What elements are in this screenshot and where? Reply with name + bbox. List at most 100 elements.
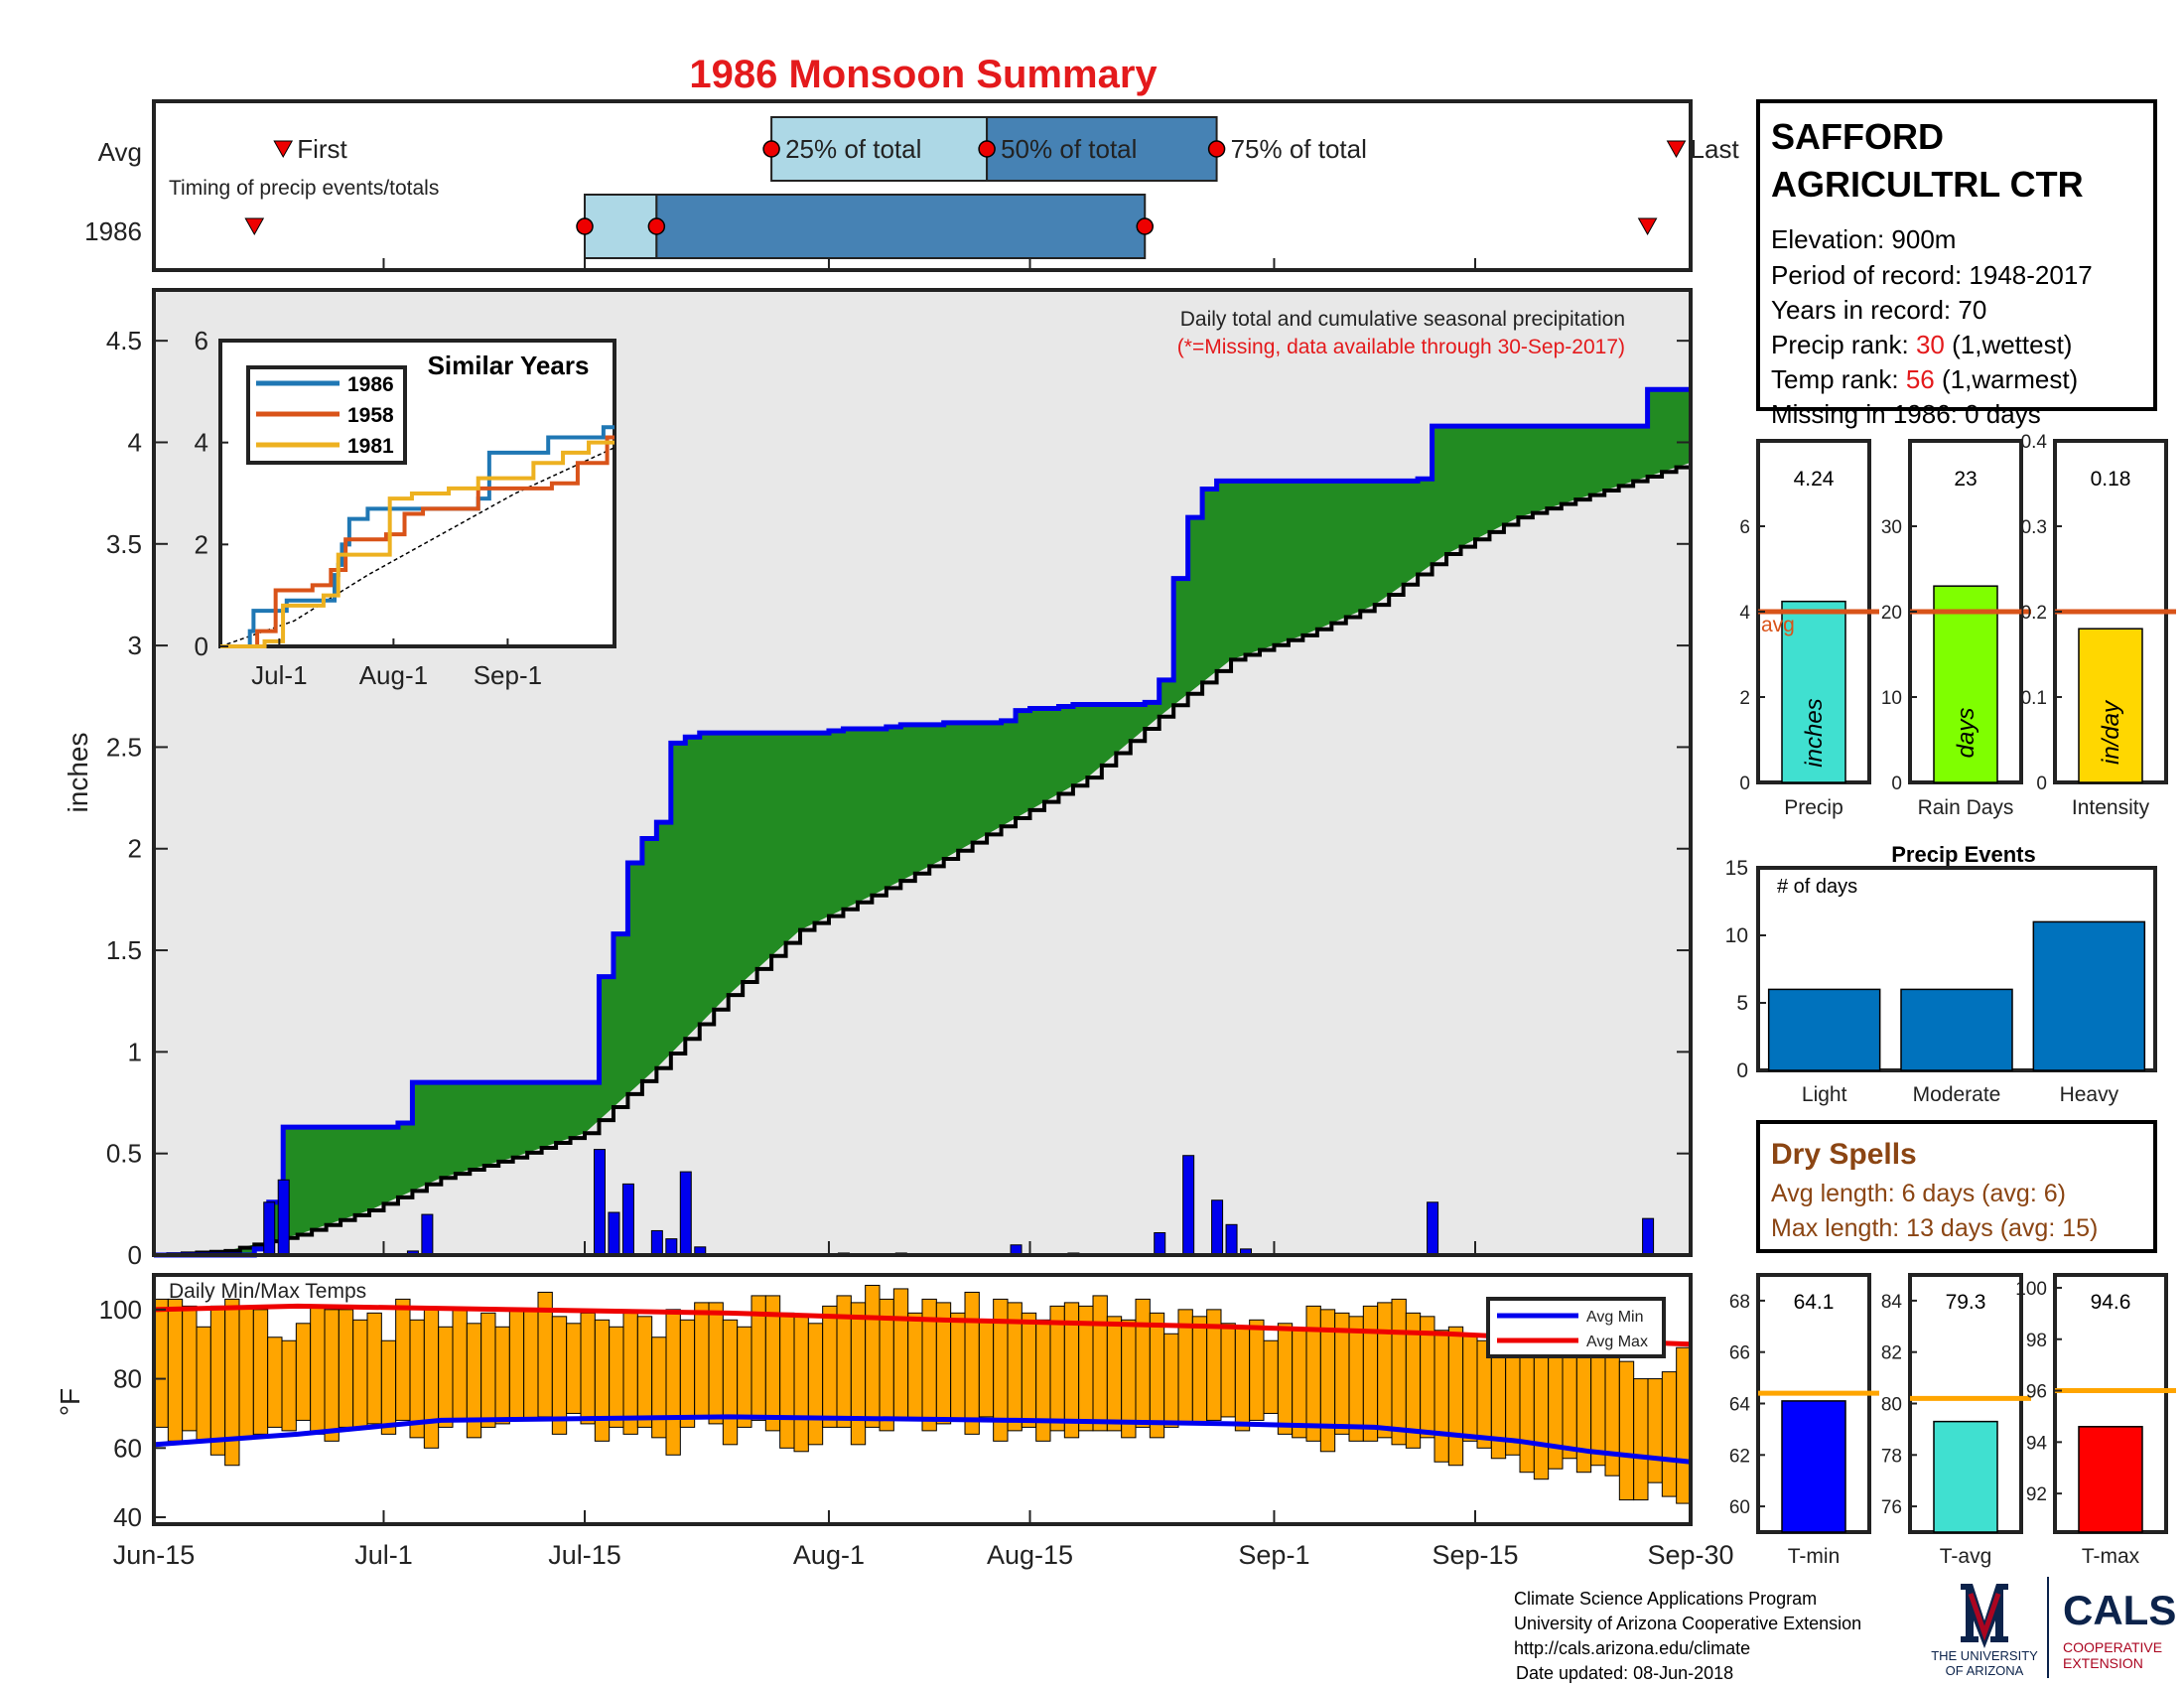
temp-frame-outline (152, 1273, 1693, 1526)
tstat-value-label-1: 79.3 (1946, 1291, 1986, 1314)
similar-xtick-label-0: Jul-1 (251, 660, 307, 690)
tstat-ytick-label-2-4: 100 (2015, 1279, 2047, 1300)
precip-panel: Daily total and cumulative seasonal prec… (63, 288, 1693, 1270)
stat-ytick-label-1-1: 10 (1881, 688, 1902, 709)
stat-value-label-2: 0.18 (2091, 468, 2131, 491)
station-info-frame (1756, 99, 2157, 411)
temp-ytick-label-1: 60 (113, 1433, 142, 1463)
temp-range-bar-78 (1263, 1339, 1279, 1414)
tstat-ytick-label-0-3: 66 (1729, 1343, 1750, 1364)
cals-logo-text: CALS (2063, 1587, 2176, 1633)
stat-value-label-1: 23 (1954, 468, 1977, 491)
event-bar-0 (1767, 988, 1881, 1071)
precip-daily-bar-17 (1211, 1199, 1224, 1256)
timing-p75-label: 75% of total (1231, 134, 1367, 164)
temp-range-bar-45 (793, 1316, 809, 1453)
temp-range-bar-4 (209, 1305, 226, 1456)
timing-p25-label: 25% of total (785, 134, 921, 164)
precip-y-axis-label: inches (63, 733, 93, 813)
tstat-ytick-label-2-3: 98 (2026, 1331, 2047, 1351)
temp-range-bar-36 (665, 1309, 681, 1456)
temp-range-bar-35 (651, 1336, 667, 1439)
timing-marks: First Last 25% of total 50% of total 75% of … (244, 116, 1740, 259)
similar-ytick-label-3: 6 (195, 326, 208, 355)
station-temp-rank: Temp rank: 56 (1,warmest) (1771, 364, 2078, 394)
precip-daily-bar-15 (1154, 1231, 1166, 1256)
temp-range-bar-56 (950, 1312, 966, 1421)
xtick-label-3: Aug-1 (793, 1540, 865, 1570)
station-period: Period of record: 1948-2017 (1771, 260, 2093, 290)
stat-bar-1 (1933, 585, 1998, 783)
timing-avg-last-triangle (1666, 140, 1687, 159)
legend-avg-min-label: Avg Min (1586, 1309, 1644, 1326)
similar-ytick-label-2: 4 (195, 428, 208, 458)
stat-ytick-label-0-0: 0 (1739, 774, 1750, 794)
xtick-label-1: Jul-1 (354, 1540, 413, 1570)
temp-range-bar-8 (267, 1336, 283, 1428)
station-name-line2: AGRICULTRL CTR (1771, 164, 2084, 205)
temp-range-bar-57 (964, 1291, 980, 1435)
precip-surplus-area (154, 389, 1691, 1255)
similar-years-content: 0 2 4 6 Jul-1 Aug-1 Sep-1 (195, 326, 615, 690)
tstat-ytick-label-1-3: 82 (1881, 1343, 1902, 1364)
temp-y-axis-label: °F (55, 1388, 85, 1416)
temp-range-bar-105 (1647, 1378, 1663, 1483)
precip-ytick-label-1: 0.5 (106, 1139, 142, 1169)
temp-range-bar-7 (252, 1309, 269, 1435)
stat-category-2: Intensity (2072, 796, 2150, 819)
precip-ytick-label-5: 2.5 (106, 732, 142, 762)
temp-range-bar-90 (1433, 1330, 1449, 1463)
similar-ytick-label-0: 0 (195, 632, 208, 661)
temp-range-bar-6 (238, 1305, 254, 1439)
similar-series-line-1981 (220, 440, 614, 648)
dry-spells-box: Dry Spells Avg length: 6 days (avg: 6) M… (1756, 1120, 2157, 1253)
precip-daily-bar-0 (263, 1201, 276, 1256)
tstat-ytick-label-0-4: 68 (1729, 1292, 1750, 1313)
temp-range-bar-40 (722, 1319, 739, 1446)
precip-daily-bar-3 (421, 1213, 434, 1256)
tstat-category-2: T-max (2082, 1545, 2140, 1568)
timing-year_1986-q1-box (584, 194, 658, 259)
footer-line4: Date updated: 08-Jun-2018 (1516, 1663, 1733, 1683)
temp-range-bar-12 (324, 1309, 340, 1442)
xtick-label-2: Jul-15 (548, 1540, 621, 1570)
stat-category-1: Rain Days (1918, 796, 2014, 819)
event-ytick-label-1: 5 (1736, 992, 1748, 1015)
temp-y-ticks: 40 60 80 100 (99, 1295, 166, 1532)
temp-range-bar-87 (1391, 1298, 1407, 1446)
temp-range-bar-2 (182, 1305, 198, 1432)
temp-range-bar-31 (594, 1319, 611, 1442)
tstat-ytick-label-0-1: 62 (1729, 1446, 1750, 1467)
xtick-label-4: Aug-15 (987, 1540, 1073, 1570)
temp-range-bar-24 (494, 1326, 510, 1425)
precip-events-content: Light Moderate Heavy 0 5 10 15 (1725, 857, 2146, 1106)
timing-first-label: First (297, 134, 347, 164)
xtick-label-7: Sep-30 (1647, 1540, 1733, 1570)
precip-daily-bar-6 (621, 1183, 634, 1256)
event-category-0: Light (1802, 1083, 1847, 1106)
precip-stats-panels: 4.24 Precip inches 0 2 4 6 23 Rain Days days 0 10 20… (1739, 432, 2176, 819)
stat-ytick-label-2-2: 0.2 (2021, 603, 2047, 624)
timing-row-year-label: 1986 (84, 216, 142, 246)
timing-year_1986-first-triangle (244, 217, 265, 236)
timing-last-label: Last (1691, 134, 1740, 164)
tstat-ytick-label-1-1: 78 (1881, 1446, 1902, 1467)
timing-avg-first-triangle (273, 140, 294, 159)
cals-logo-sub2: EXTENSION (2063, 1655, 2143, 1671)
similar-ytick-label-1: 2 (195, 529, 208, 559)
tstat-ytick-label-2-1: 94 (2026, 1433, 2048, 1454)
timing-year_1986-marker-1 (647, 217, 666, 235)
stat-ytick-label-1-2: 20 (1881, 603, 1902, 624)
station-precip-rank: Precip rank: 30 (1,wettest) (1771, 330, 2072, 359)
stat-ytick-label-0-1: 2 (1739, 688, 1750, 709)
precip-daily-bar-20 (1427, 1201, 1439, 1256)
temp-range-bar-38 (694, 1302, 710, 1418)
precip-ytick-label-6: 3 (128, 631, 142, 660)
temp-range-bar-37 (679, 1319, 696, 1428)
xtick-label-6: Sep-15 (1432, 1540, 1518, 1570)
temp-range-bar-30 (580, 1312, 596, 1425)
station-info: SAFFORD AGRICULTRL CTR Elevation: 900m P… (1756, 99, 2157, 429)
temp-range-bar-44 (779, 1312, 795, 1449)
temp-range-bar-3 (196, 1326, 211, 1442)
